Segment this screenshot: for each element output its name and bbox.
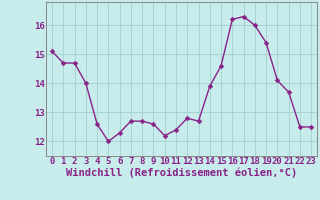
X-axis label: Windchill (Refroidissement éolien,°C): Windchill (Refroidissement éolien,°C) — [66, 168, 297, 178]
